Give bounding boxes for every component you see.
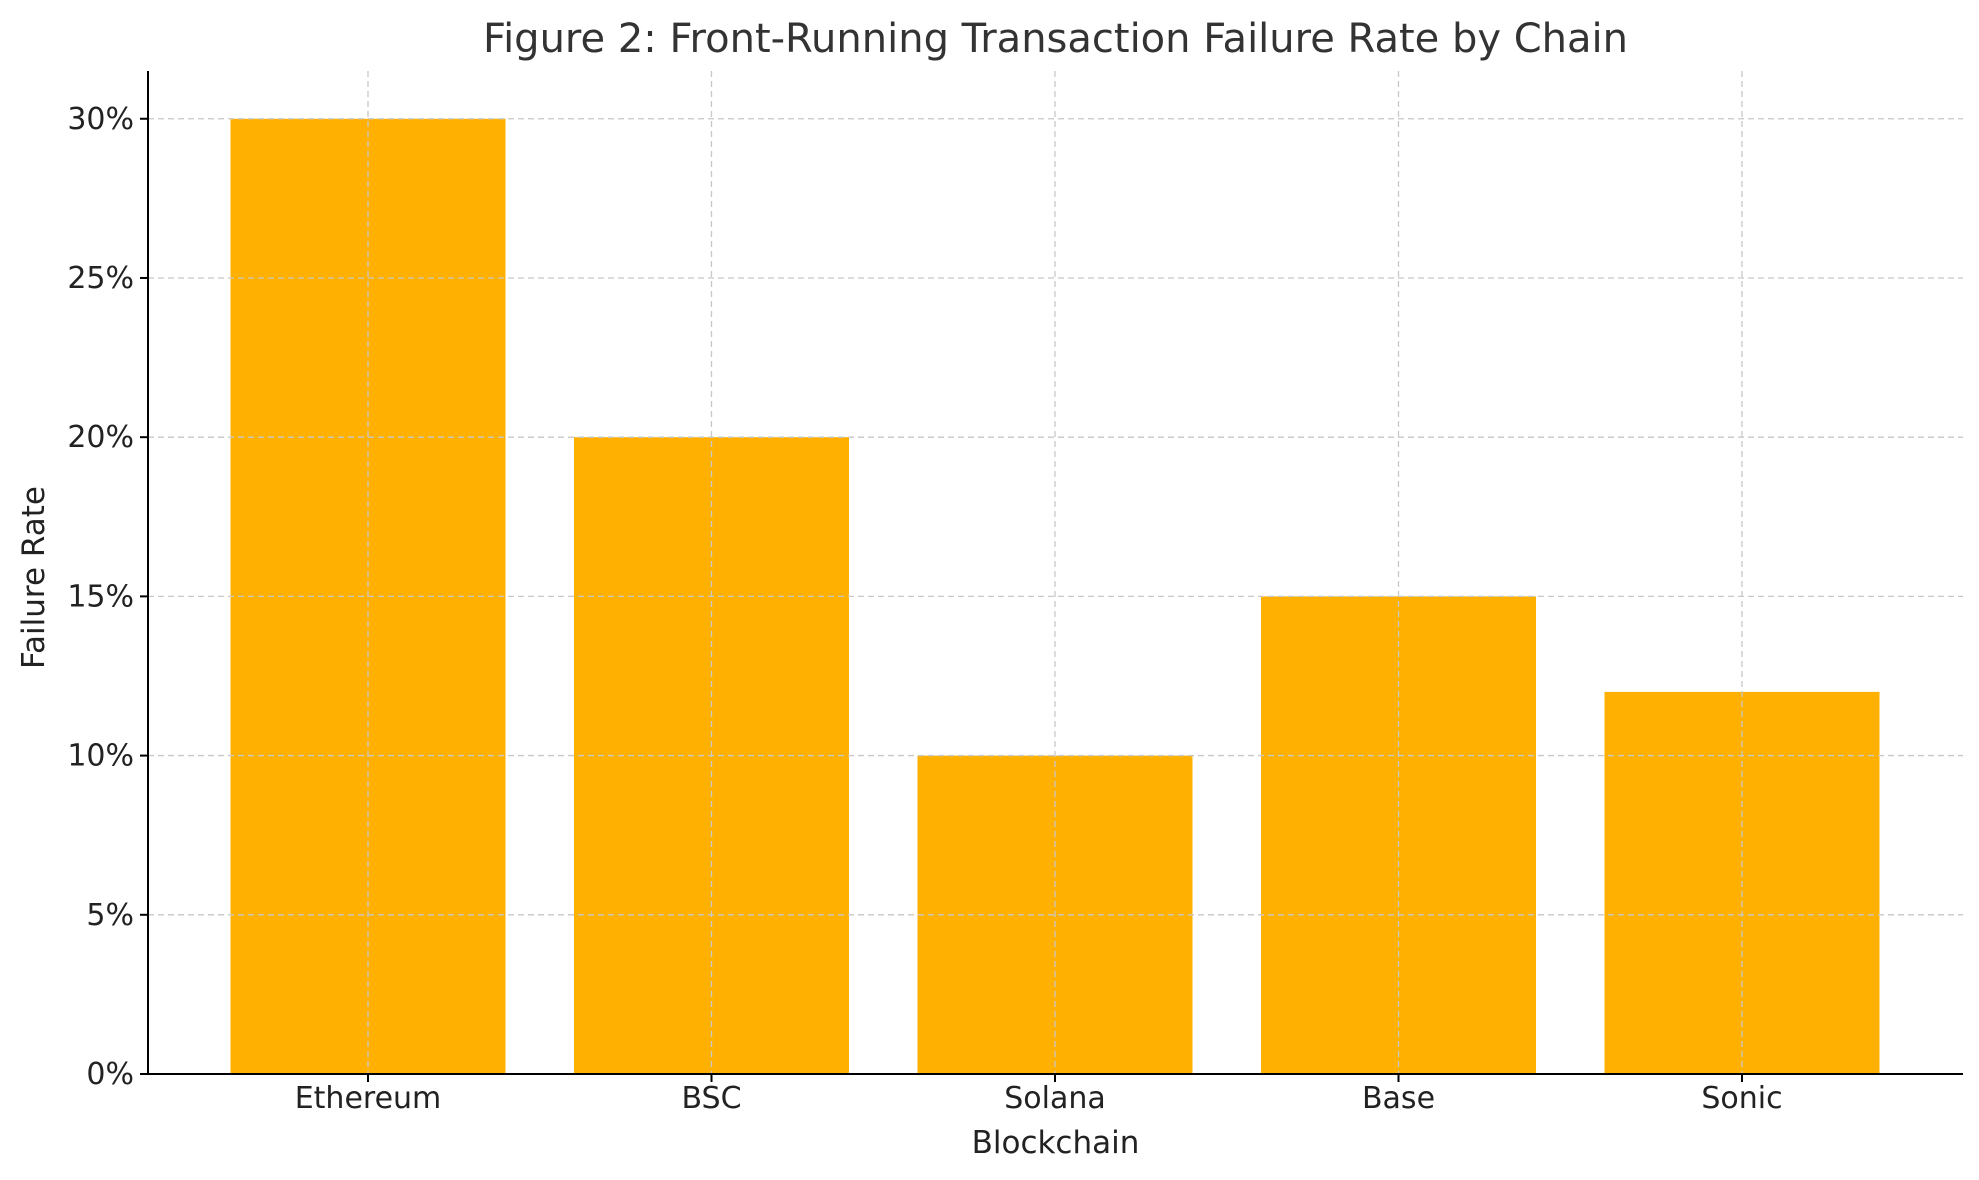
ticks-layer: 0% 5% 10% 15% 20% 25% 30% Ethereum BSC Solana Base… [67,102,1782,1116]
y-tick-label: 10% [67,739,134,774]
x-axis-title: Blockchain [972,1125,1140,1161]
x-tick-label: BSC [681,1081,741,1116]
x-tick-label: Solana [1004,1081,1106,1116]
y-tick-label: 30% [67,102,134,137]
y-tick-label: 5% [86,898,134,933]
chart-title: Figure 2: Front-Running Transaction Fail… [483,16,1628,62]
y-tick-label: 25% [67,261,134,296]
x-tick-label: Base [1362,1081,1435,1116]
y-tick-label: 15% [67,579,134,614]
x-tick-label: Sonic [1701,1081,1782,1116]
y-tick-label: 20% [67,420,134,455]
grid-layer [148,71,1963,1074]
y-axis-title: Failure Rate [16,486,52,669]
x-tick-label: Ethereum [295,1081,442,1116]
y-tick-label: 0% [86,1057,134,1092]
